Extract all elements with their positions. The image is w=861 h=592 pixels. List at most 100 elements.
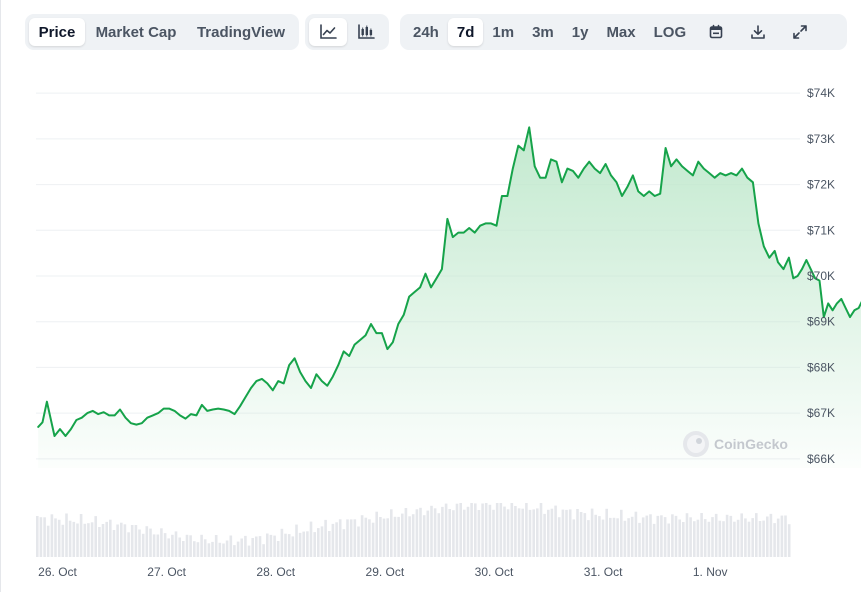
volume-bar	[499, 503, 503, 557]
volume-bar	[751, 518, 754, 557]
volume-bar	[714, 513, 718, 557]
chart-view-toggle	[305, 14, 389, 50]
range-max[interactable]: Max	[606, 23, 636, 41]
volume-bar	[145, 526, 149, 557]
volume-bar	[127, 532, 130, 557]
volume-bar	[105, 521, 108, 557]
volume-bar	[718, 520, 722, 557]
volume-bar	[185, 534, 189, 557]
volume-bar	[645, 515, 649, 557]
volume-bar	[214, 535, 218, 557]
range-3m[interactable]: 3m	[532, 23, 554, 41]
volume-bar	[200, 534, 203, 557]
volume-bar	[171, 534, 174, 557]
volume-bar	[605, 508, 608, 557]
volume-bar	[419, 507, 422, 557]
volume-bar	[678, 519, 681, 557]
volume-bar	[773, 523, 776, 557]
price-line[interactable]	[37, 126, 861, 437]
volume-bar	[780, 515, 784, 557]
volume-bar	[506, 509, 510, 557]
volume-bar	[269, 534, 273, 557]
volume-bar	[112, 530, 116, 557]
tab-tradingview[interactable]: TradingView	[196, 23, 286, 41]
volume-bar	[309, 521, 313, 557]
range-7d[interactable]: 7d	[447, 18, 484, 46]
volume-bar	[787, 524, 791, 557]
coingecko-logo-icon	[683, 431, 709, 457]
volume-bar	[623, 520, 627, 557]
x-tick-label: 1. Nov	[693, 565, 728, 579]
y-axis-labels: $66K $67K $68K $69K $70K $71K $72K $73K $74K	[807, 86, 835, 466]
volume-bar	[320, 526, 324, 557]
volume-bar	[331, 523, 335, 557]
volume-bar	[196, 542, 200, 557]
volume-bar	[517, 508, 521, 557]
volume-bar	[470, 503, 473, 557]
volume-bar	[638, 522, 641, 557]
range-log[interactable]: LOG	[653, 23, 687, 41]
range-1y[interactable]: 1y	[571, 23, 589, 41]
volume-bar	[123, 524, 127, 557]
volume-bar	[722, 521, 725, 557]
volume-bar	[353, 519, 357, 557]
volume-bar	[587, 520, 590, 557]
volume-bar	[776, 518, 780, 557]
calendar-icon[interactable]	[695, 18, 737, 46]
volume-bar	[766, 516, 769, 557]
volume-bar	[156, 534, 160, 557]
volume-bar	[452, 510, 455, 557]
volume-bar	[495, 503, 499, 557]
volume-bar	[138, 529, 141, 557]
volume-bar	[357, 526, 360, 557]
volume-bar	[576, 509, 579, 557]
volume-bar	[579, 512, 583, 557]
volume-bar	[616, 518, 619, 557]
tab-market-cap[interactable]: Market Cap	[95, 23, 177, 41]
volume-bar	[251, 538, 254, 557]
volume-bar	[247, 545, 251, 557]
volume-bar	[287, 534, 291, 557]
tab-price[interactable]: Price	[29, 18, 85, 46]
volume-bar	[284, 533, 287, 557]
volume-bar	[689, 517, 692, 557]
volume-bar	[306, 531, 309, 557]
volume-bar	[109, 519, 112, 557]
volume-bar	[328, 531, 331, 557]
volume-bar	[408, 516, 411, 557]
volume-bar	[762, 520, 765, 557]
volume-bar	[46, 525, 50, 557]
candlestick-chart-icon[interactable]	[347, 18, 385, 46]
volume-bar	[276, 541, 280, 557]
volume-bar	[536, 508, 539, 557]
volume-bar	[368, 519, 371, 557]
download-icon[interactable]	[737, 18, 779, 46]
volume-bar	[393, 516, 397, 557]
volume-bar	[459, 503, 462, 557]
volume-bar	[295, 524, 298, 557]
y-tick-label: $70K	[807, 269, 835, 283]
volume-bar	[660, 515, 663, 557]
volume-bar	[375, 511, 378, 557]
volume-bar	[36, 516, 39, 557]
volume-bar	[149, 528, 152, 557]
volume-bar	[539, 503, 543, 557]
chart-toolbar: Price Market Cap TradingView 24h 7d 1m 3…	[0, 14, 861, 50]
volume-bar	[433, 508, 437, 557]
volume-bar	[61, 524, 65, 557]
volume-bar	[671, 514, 674, 557]
line-chart-icon[interactable]	[309, 18, 347, 46]
volume-bar	[568, 509, 572, 557]
volume-bar	[255, 536, 258, 557]
expand-icon[interactable]	[779, 18, 821, 46]
volume-bar	[130, 525, 134, 557]
range-1m[interactable]: 1m	[492, 23, 515, 41]
volume-bar	[72, 521, 76, 557]
range-24h[interactable]: 24h	[413, 23, 439, 41]
x-tick-label: 31. Oct	[584, 565, 623, 579]
chart-type-tabs: Price Market Cap TradingView	[25, 14, 299, 50]
y-tick-label: $71K	[807, 223, 835, 237]
volume-bar	[620, 509, 623, 557]
volume-bar	[68, 520, 72, 557]
watermark-text: CoinGecko	[714, 436, 788, 452]
